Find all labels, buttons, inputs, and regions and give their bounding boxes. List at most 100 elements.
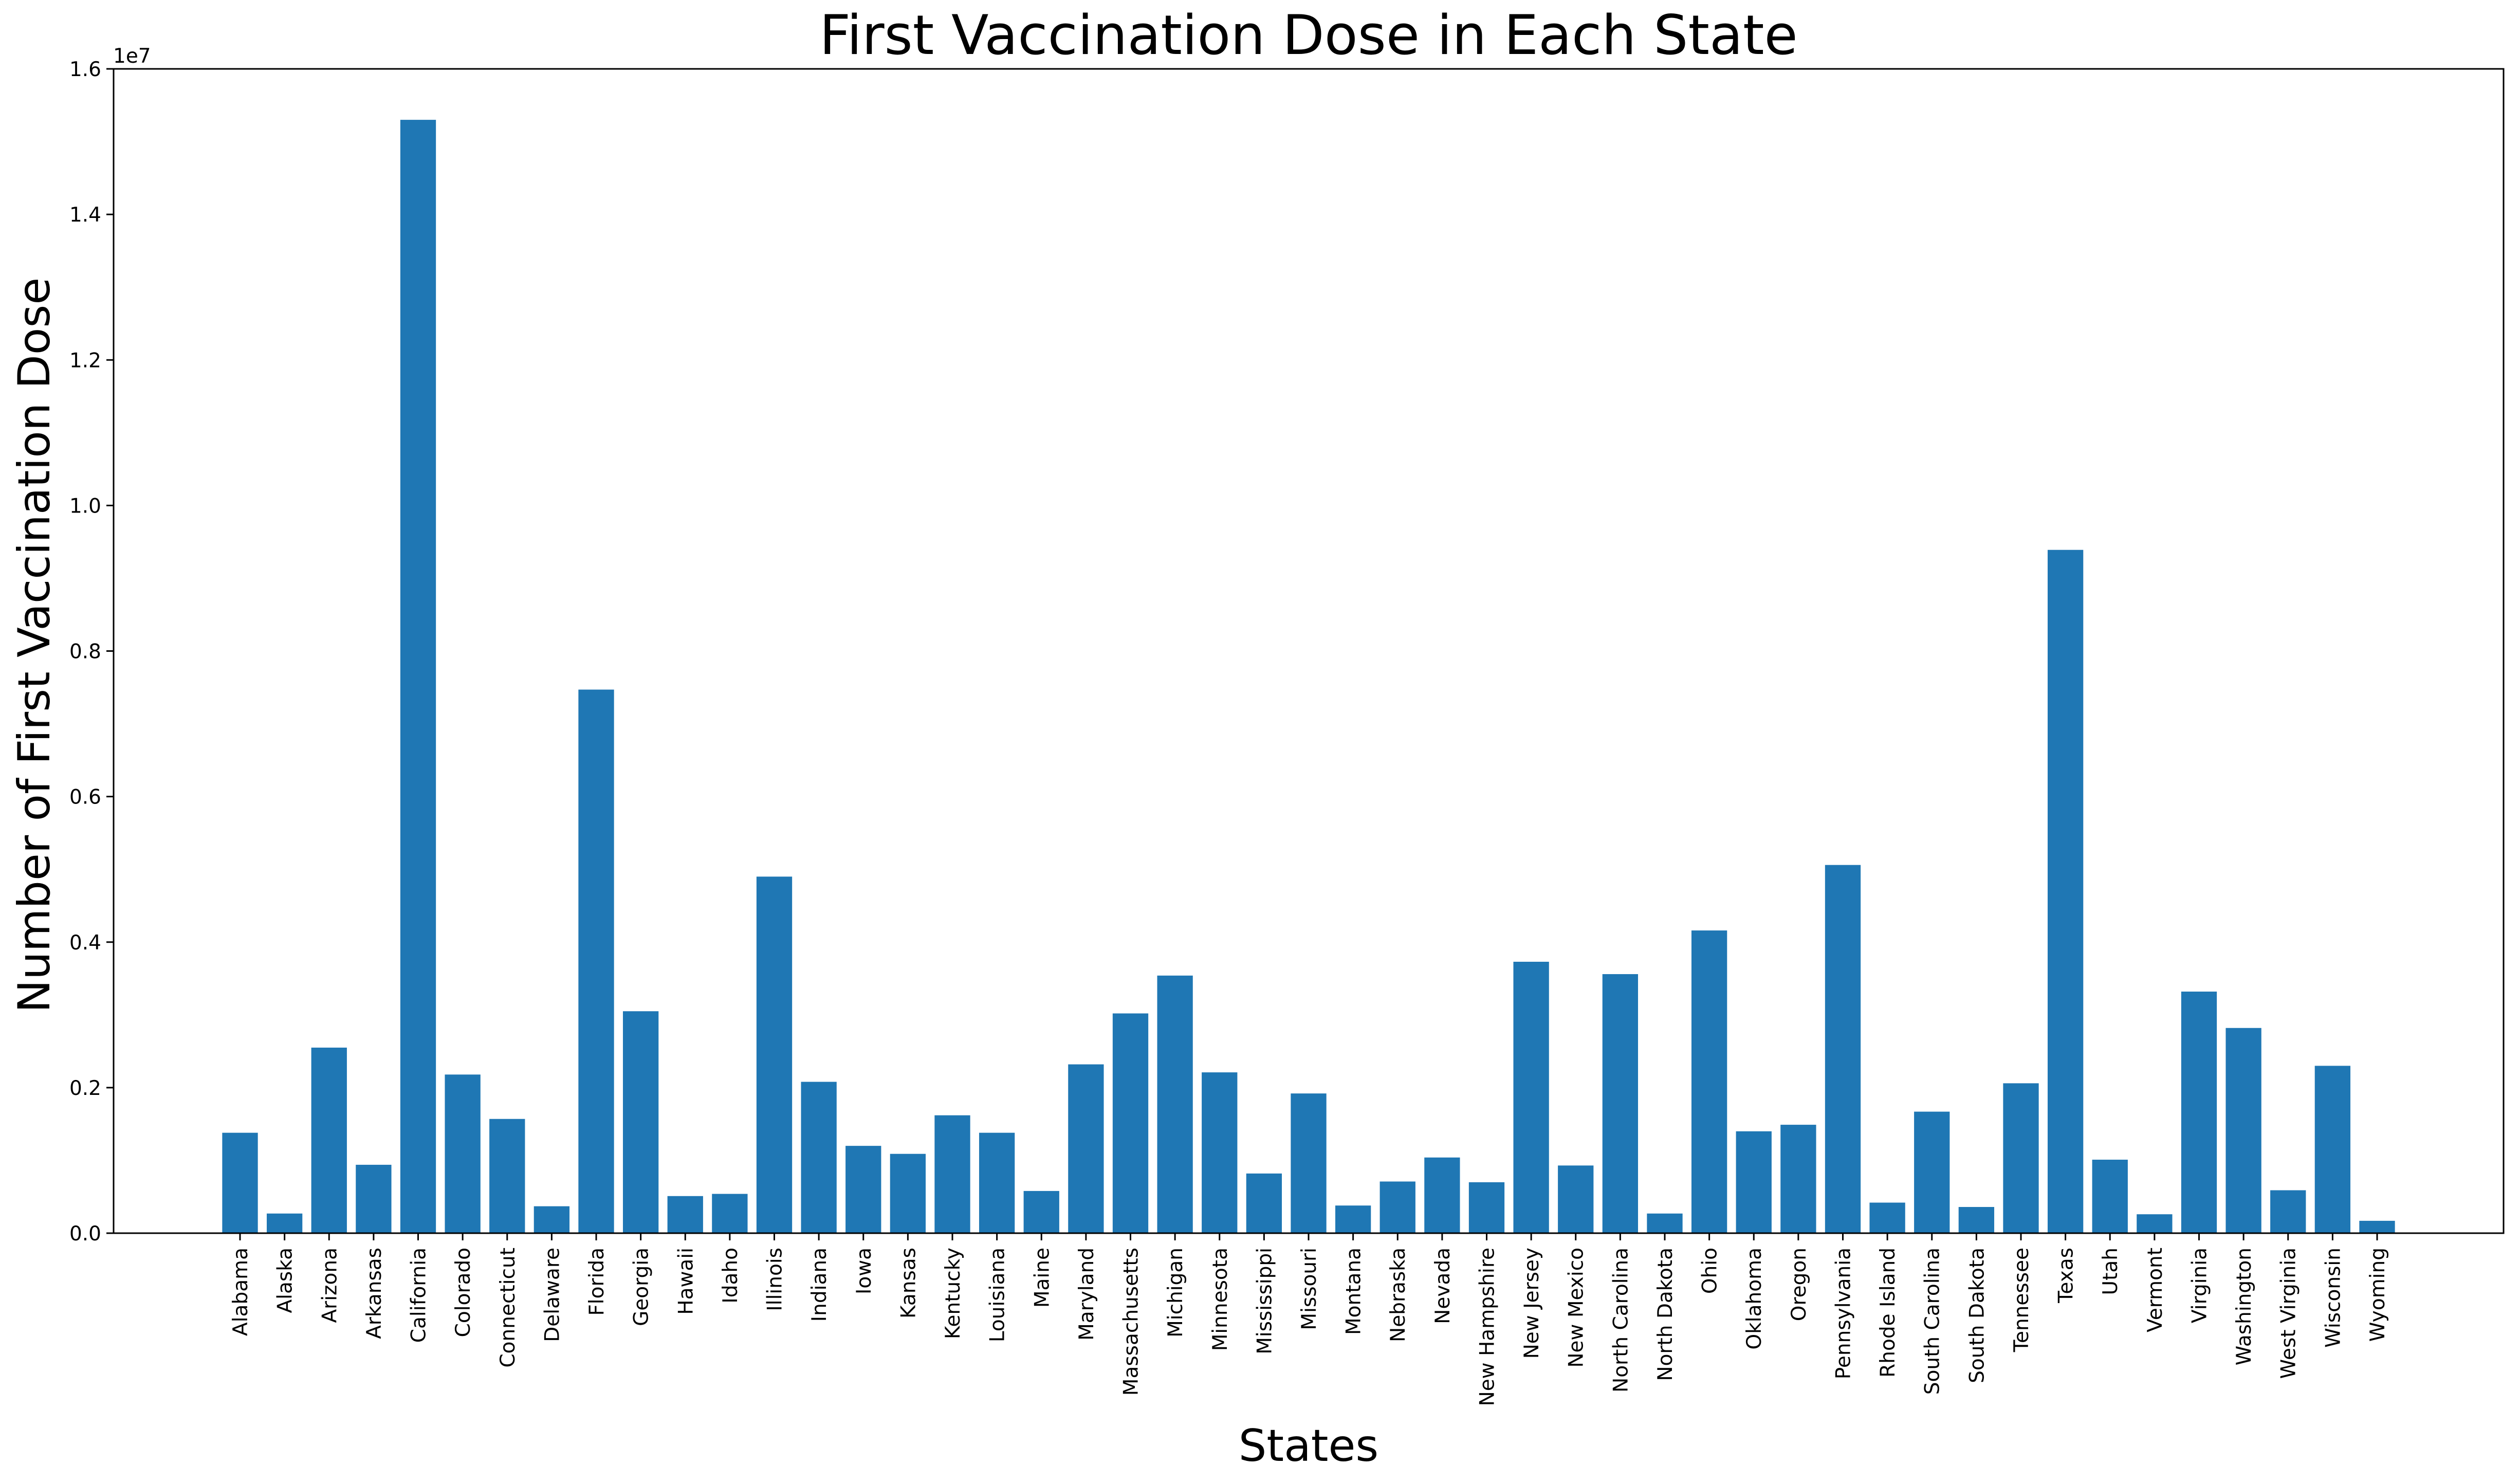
x-tick-label: Oklahoma bbox=[1743, 1248, 1766, 1350]
x-tick-label: New Mexico bbox=[1565, 1248, 1588, 1368]
x-tick-label: Wyoming bbox=[2366, 1248, 2389, 1342]
x-tick-label: Utah bbox=[2099, 1248, 2122, 1295]
bar bbox=[801, 1082, 837, 1233]
x-tick-label: Virginia bbox=[2188, 1248, 2211, 1323]
bar bbox=[622, 1011, 659, 1233]
bar bbox=[534, 1206, 570, 1233]
y-tick-label: 1.2 bbox=[69, 349, 101, 372]
bar bbox=[1869, 1202, 1905, 1233]
x-tick-label: South Carolina bbox=[1921, 1248, 1944, 1395]
x-tick-label: Mississippi bbox=[1253, 1248, 1276, 1354]
x-tick-label: New Jersey bbox=[1520, 1248, 1543, 1359]
bar bbox=[1513, 961, 1549, 1233]
bar bbox=[1157, 975, 1193, 1233]
x-tick-label: New Hampshire bbox=[1476, 1248, 1499, 1406]
x-tick-label: Alabama bbox=[229, 1248, 252, 1336]
chart-title: First Vaccination Dose in Each State bbox=[819, 4, 1798, 67]
bar bbox=[1647, 1213, 1683, 1233]
x-tick-label: Idaho bbox=[719, 1248, 742, 1304]
y-tick-label: 1.0 bbox=[69, 495, 101, 518]
bar bbox=[400, 120, 436, 1233]
x-tick-label: Hawaii bbox=[674, 1248, 697, 1315]
bar bbox=[578, 689, 614, 1233]
x-tick-label: Connecticut bbox=[496, 1248, 520, 1368]
bar bbox=[1780, 1125, 1816, 1233]
x-tick-label: North Carolina bbox=[1609, 1248, 1632, 1393]
bar bbox=[2270, 1190, 2306, 1233]
bar bbox=[2314, 1066, 2351, 1233]
x-tick-label: Missouri bbox=[1298, 1248, 1321, 1330]
bar bbox=[1202, 1072, 1238, 1233]
x-tick-label: Wisconsin bbox=[2322, 1248, 2345, 1348]
x-tick-label: Delaware bbox=[541, 1248, 564, 1342]
bar bbox=[1379, 1181, 1415, 1233]
x-tick-label: Oregon bbox=[1788, 1248, 1811, 1321]
bar bbox=[845, 1146, 881, 1233]
bar bbox=[1825, 865, 1861, 1233]
bar bbox=[2047, 550, 2084, 1233]
bar bbox=[1914, 1111, 1950, 1233]
bar bbox=[2003, 1083, 2039, 1233]
y-tick-label: 1.4 bbox=[69, 204, 101, 227]
bar bbox=[1558, 1165, 1594, 1233]
x-tick-label: Tennessee bbox=[2010, 1248, 2033, 1352]
x-tick-label: Colorado bbox=[452, 1248, 475, 1337]
y-tick-label: 0.2 bbox=[69, 1077, 101, 1100]
y-ticks: 0.0 0.2 0.4 0.6 0.8 1.0 1.2 1.4 1.6 bbox=[69, 58, 114, 1246]
x-tick-label: Iowa bbox=[853, 1248, 876, 1294]
bar bbox=[2181, 992, 2217, 1233]
x-tick-label: Montana bbox=[1342, 1248, 1366, 1335]
x-tick-label: Georgia bbox=[630, 1248, 653, 1326]
x-tick-label: West Virginia bbox=[2277, 1248, 2301, 1379]
bar bbox=[1112, 1013, 1149, 1233]
plot-frame bbox=[113, 68, 2505, 1234]
y-offset-label: 1e7 bbox=[113, 45, 151, 68]
bar bbox=[1424, 1157, 1460, 1233]
x-tick-label: Illinois bbox=[764, 1248, 787, 1311]
bar bbox=[2092, 1160, 2128, 1233]
x-tick-label: Nevada bbox=[1431, 1248, 1455, 1324]
bar bbox=[712, 1194, 748, 1233]
x-tick-label: Arkansas bbox=[363, 1248, 386, 1339]
bar bbox=[756, 876, 793, 1233]
x-axis-label: States bbox=[1239, 1420, 1378, 1472]
x-tick-label: Washington bbox=[2233, 1248, 2256, 1365]
bar bbox=[2359, 1220, 2395, 1233]
bar bbox=[356, 1164, 392, 1233]
x-tick-label: Michigan bbox=[1164, 1248, 1187, 1338]
bar bbox=[311, 1048, 347, 1233]
y-tick-label: 0.0 bbox=[69, 1222, 101, 1246]
x-tick-label: Maryland bbox=[1075, 1248, 1098, 1341]
x-tick-label: Texas bbox=[2055, 1248, 2078, 1304]
x-tick-label: Rhode Island bbox=[1877, 1248, 1900, 1378]
bar bbox=[979, 1132, 1015, 1233]
x-tick-label: Alaska bbox=[274, 1248, 297, 1313]
bar bbox=[1068, 1064, 1104, 1233]
x-tick-label: Pennsylvania bbox=[1832, 1248, 1855, 1379]
y-tick-label: 0.4 bbox=[69, 931, 101, 955]
bar bbox=[266, 1213, 303, 1233]
bar bbox=[222, 1132, 258, 1233]
bar bbox=[934, 1115, 970, 1233]
x-tick-label: Louisiana bbox=[986, 1248, 1009, 1342]
x-tick-label: Kentucky bbox=[942, 1248, 965, 1339]
bar bbox=[1246, 1173, 1282, 1233]
x-tick-label: Ohio bbox=[1699, 1248, 1722, 1294]
bar bbox=[1335, 1205, 1371, 1233]
x-tick-label: Indiana bbox=[808, 1248, 831, 1322]
y-tick-label: 1.6 bbox=[69, 58, 101, 81]
bar bbox=[489, 1119, 525, 1233]
bar bbox=[667, 1196, 703, 1233]
y-tick-label: 0.8 bbox=[69, 640, 101, 664]
bar bbox=[890, 1154, 926, 1233]
bar bbox=[2137, 1214, 2173, 1233]
x-tick-label: North Dakota bbox=[1654, 1248, 1677, 1381]
x-tick-label: Nebraska bbox=[1387, 1248, 1410, 1342]
bar bbox=[1291, 1093, 1327, 1233]
y-tick-label: 0.6 bbox=[69, 786, 101, 809]
bar bbox=[1736, 1131, 1772, 1233]
bar bbox=[1691, 930, 1727, 1233]
x-tick-label: Arizona bbox=[318, 1248, 341, 1323]
x-tick-label: South Dakota bbox=[1965, 1248, 1989, 1383]
